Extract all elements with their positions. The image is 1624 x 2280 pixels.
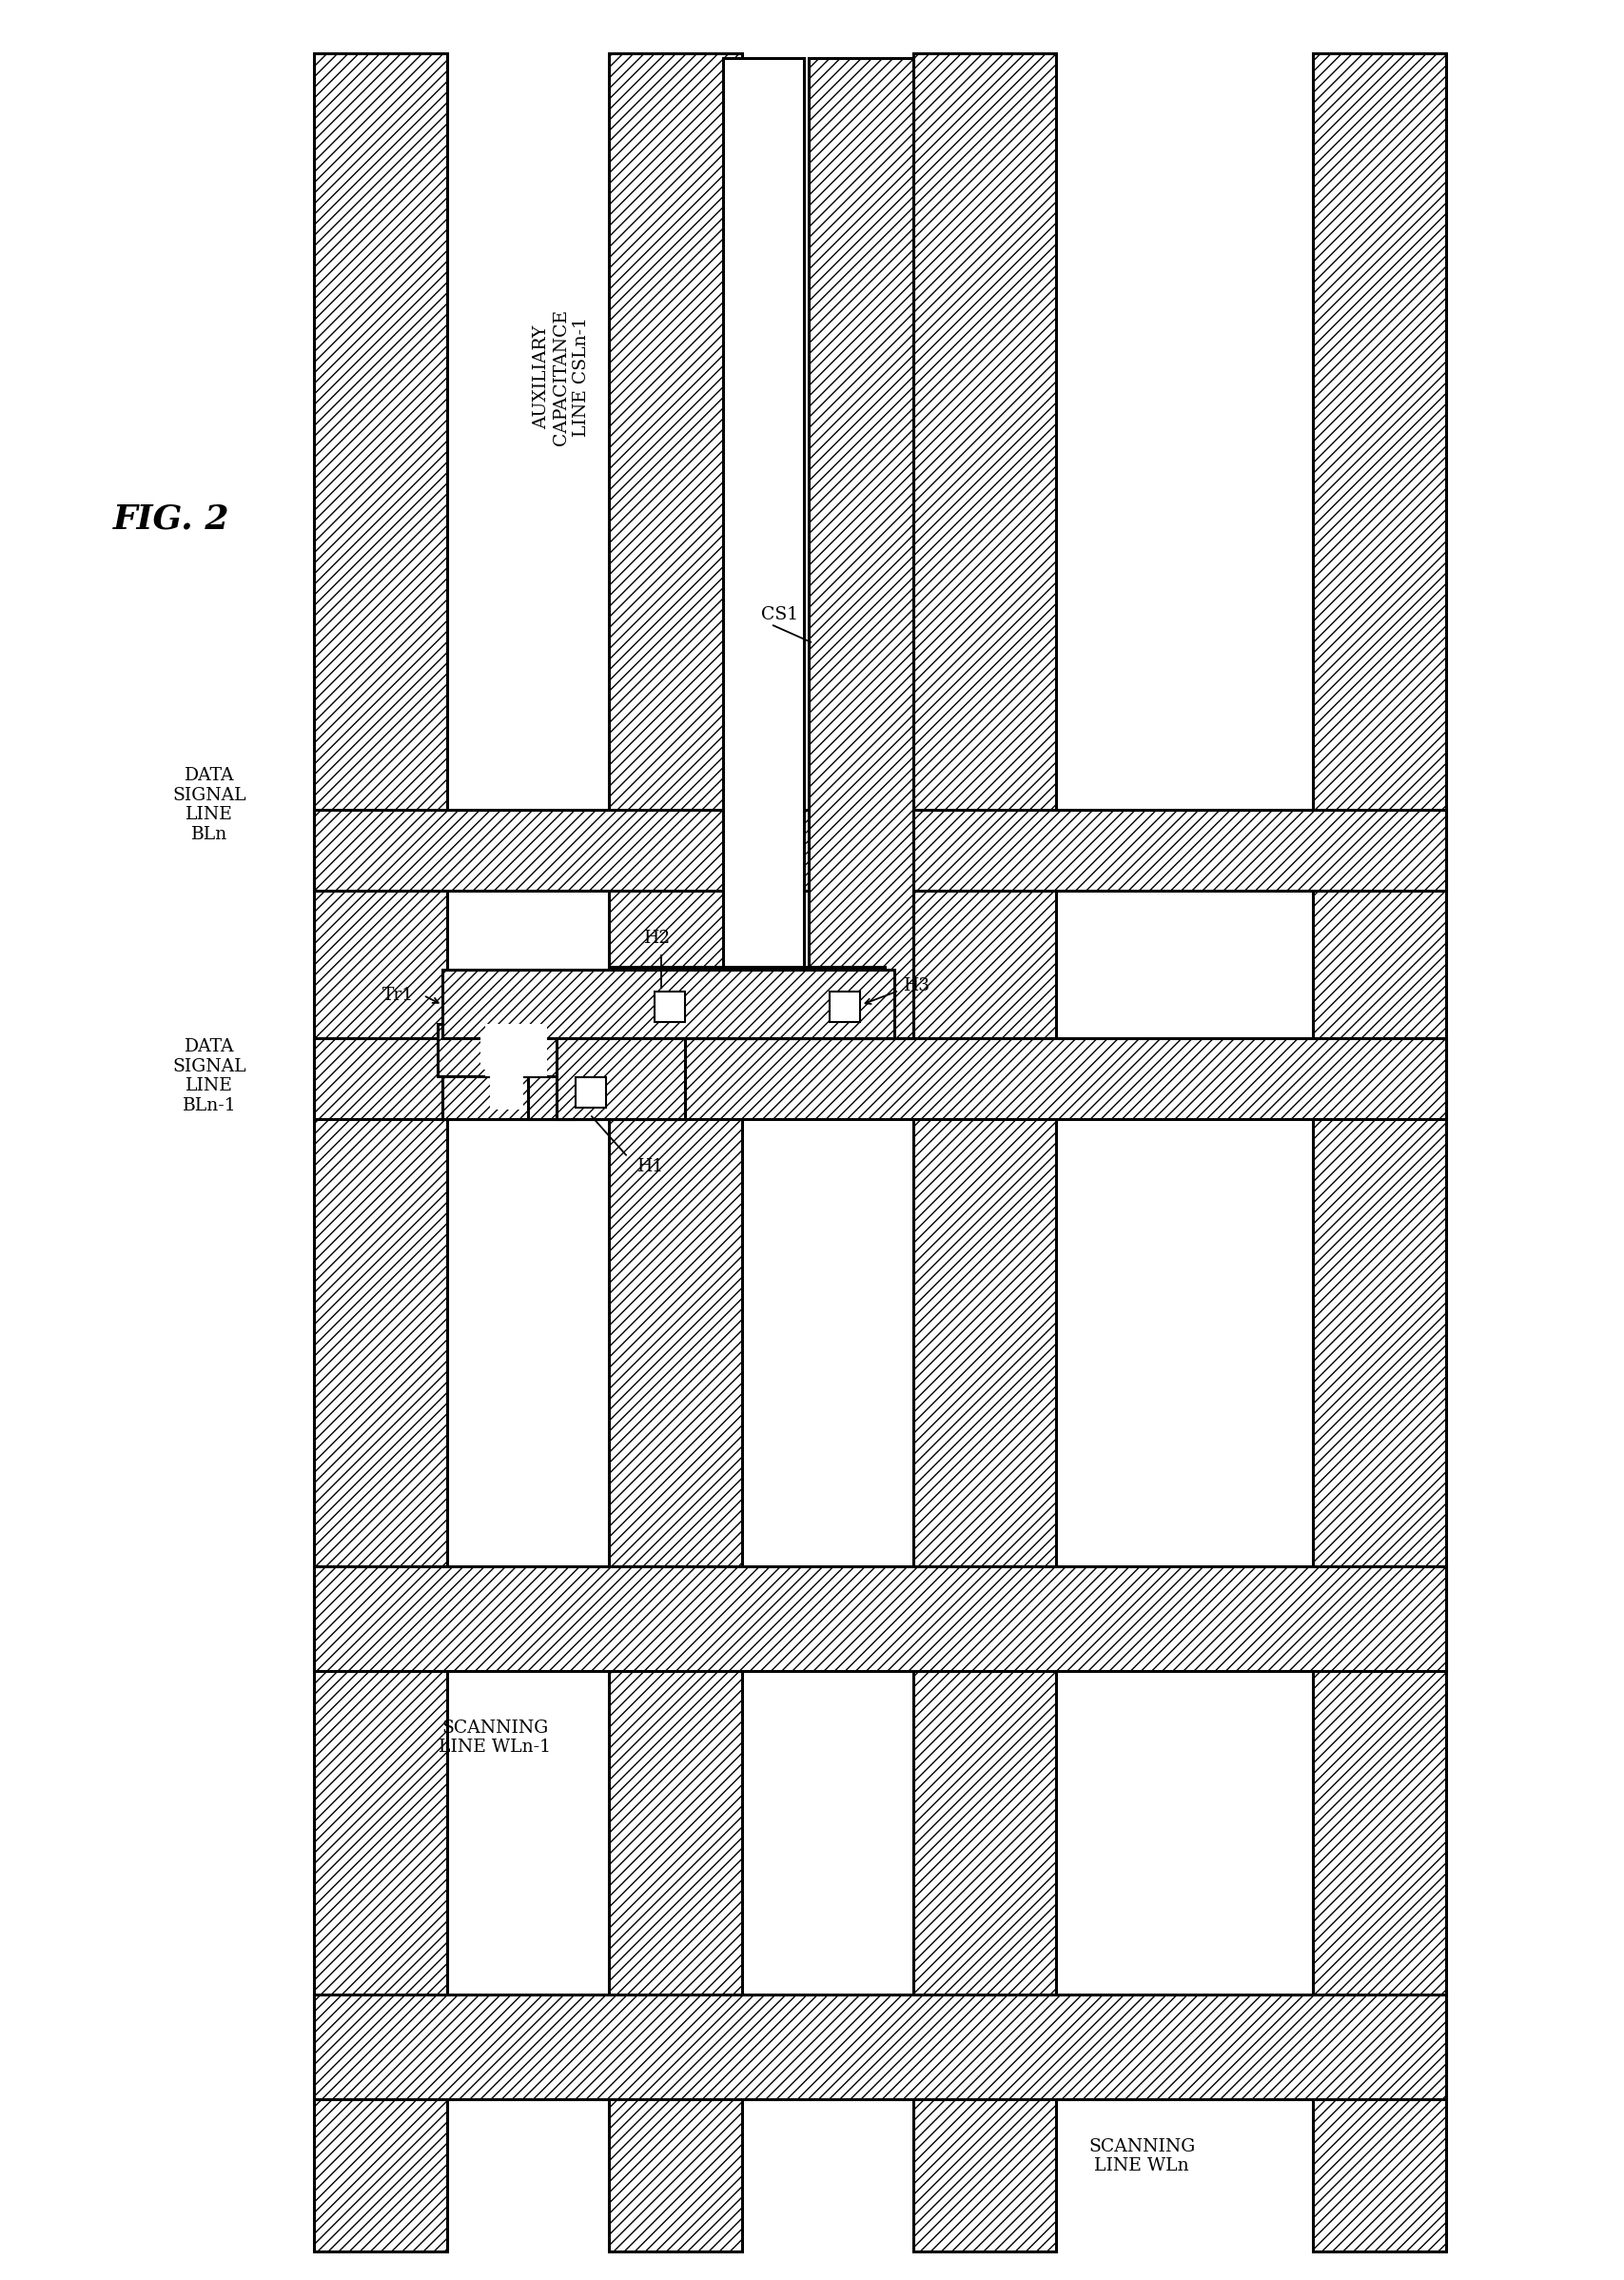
Bar [557,1037,685,1119]
Bar [732,68,794,1028]
Bar [486,1024,547,1076]
Text: H2: H2 [643,930,671,946]
Bar [481,1031,538,1069]
Bar [528,1067,680,1119]
Bar [313,809,1445,891]
Bar [437,1024,609,1076]
Bar [490,1072,523,1110]
Text: H3: H3 [905,978,931,994]
Bar [442,1037,575,1119]
Text: SCANNING
LINE WLn: SCANNING LINE WLn [1088,2139,1195,2175]
Text: DATA
SIGNAL
LINE
BLn-1: DATA SIGNAL LINE BLn-1 [172,1037,247,1115]
Text: SCANNING
LINE WLn-1: SCANNING LINE WLn-1 [438,1719,551,1756]
Bar [442,969,895,1037]
Bar [609,52,742,2250]
Bar [809,57,913,1037]
Bar [830,992,861,1021]
Bar [723,57,804,1037]
Bar [1312,52,1445,2250]
Text: Tr1: Tr1 [382,987,414,1003]
Text: H1: H1 [638,1158,664,1174]
Bar [476,1024,646,1076]
Text: CS1: CS1 [762,606,799,622]
Bar [313,52,447,2250]
Bar [575,1076,606,1108]
Text: FIG. 2: FIG. 2 [114,504,229,536]
Bar [313,1995,1445,2100]
Bar [313,1566,1445,1671]
Text: AUXILIARY
CAPACITANCE
LINE CSLn-1: AUXILIARY CAPACITANCE LINE CSLn-1 [533,308,590,445]
Text: DATA
SIGNAL
LINE
BLn: DATA SIGNAL LINE BLn [172,766,247,844]
Bar [609,967,885,1037]
Bar [654,992,685,1021]
Bar [913,52,1056,2250]
Bar [313,1037,1445,1119]
